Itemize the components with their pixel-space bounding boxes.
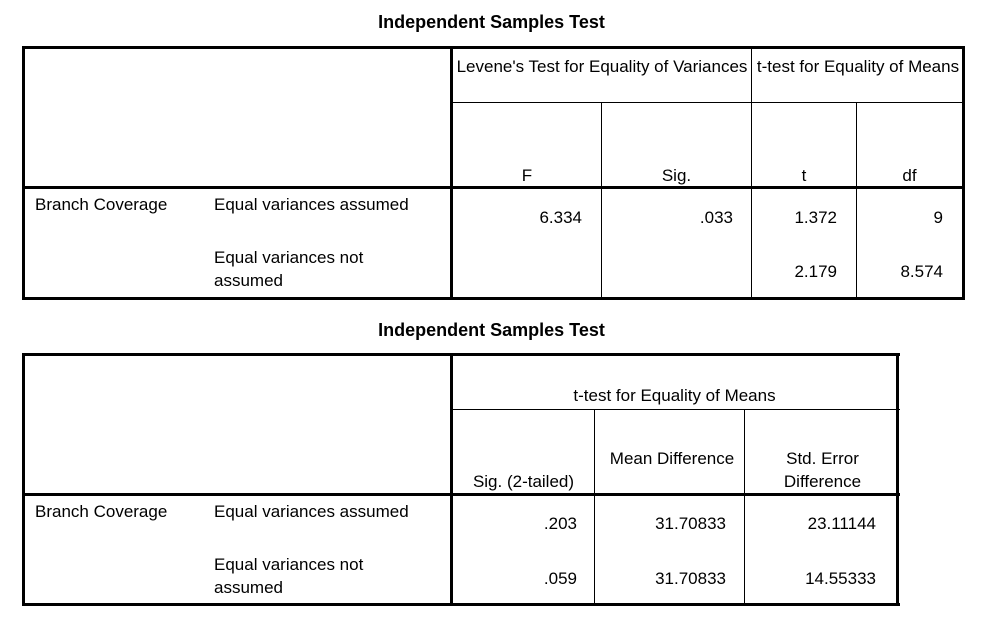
table1-group-underline [450,102,965,103]
table1-label-separator [450,46,453,300]
table2-row1-sediff: 23.11144 [807,514,876,533]
table2-col-sep-1 [594,409,595,605]
table2-col-sediff: Std. Error Difference [783,449,862,491]
table2-col-sep-2 [744,409,745,605]
table2-left-border [22,353,25,606]
table2-bottom-border [22,603,900,606]
table1-col-sep-1 [601,102,602,298]
table1-row2-df: 8.574 [900,262,943,281]
table2-row-label: Branch Coverage [35,502,168,521]
table1-ttest-header: t-test for Equality of Means [756,57,960,76]
table1-row1-f: 6.334 [539,208,582,227]
table1-col-df: df [902,166,917,185]
table2-row2-label: Equal variances not assumed [214,555,364,597]
table1-row1-df: 9 [933,208,943,227]
table2-row1-label: Equal variances assumed [214,502,409,521]
table1-row2-t: 2.179 [794,262,837,281]
table1-bottom-border [22,297,965,300]
table1-col-sig: Sig. [661,166,692,185]
table2-row2-meandiff: 31.70833 [655,569,726,588]
table2-right-border [896,353,899,606]
table1-row1-t: 1.372 [794,208,837,227]
table1-row1-label: Equal variances assumed [214,195,409,214]
table2-ttest-header: t-test for Equality of Means [573,386,776,405]
table2-col-meandiff: Mean Difference [609,449,735,468]
table1-col-f: F [521,166,533,185]
table2-title: Independent Samples Test [378,320,605,340]
table2-row2-sig2: .059 [543,569,577,588]
table2-top-border [22,353,900,356]
table1-top-border [22,46,965,49]
table1-levene-header: Levene's Test for Equality of Variances [456,57,748,76]
table1-row-label: Branch Coverage [35,195,168,214]
table1-right-border [962,46,965,300]
table2-row2-sediff: 14.55333 [805,569,876,588]
table1-row1-sig: .033 [699,208,733,227]
table2-group-underline [450,409,900,410]
table2-label-separator [450,353,453,606]
table1-col-sep-2 [751,49,752,298]
table1-col-sep-3 [856,102,857,298]
table1-title: Independent Samples Test [378,12,605,32]
table2-col-sig2: Sig. (2-tailed) [472,472,575,491]
table2-header-separator [22,493,900,496]
table1-header-separator [22,186,965,189]
table1-col-t: t [801,166,807,185]
table2-row1-meandiff: 31.70833 [655,514,726,533]
table1-row2-label: Equal variances not assumed [214,248,364,290]
table2-row1-sig2: .203 [543,514,577,533]
table1-left-border [22,46,25,300]
